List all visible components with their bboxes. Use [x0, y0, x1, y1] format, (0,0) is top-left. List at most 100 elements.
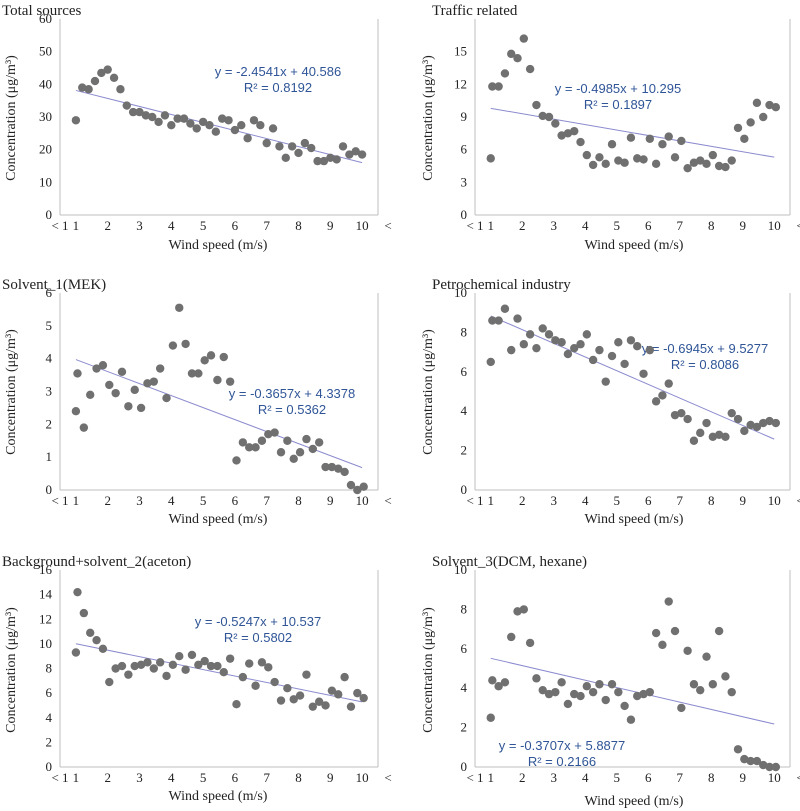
data-point	[232, 700, 241, 709]
data-point	[500, 678, 510, 687]
data-point	[557, 338, 566, 347]
data-point	[759, 760, 768, 770]
data-point	[538, 111, 547, 121]
x-tick-label: 4	[168, 493, 175, 508]
x-tick-label: 7	[677, 770, 684, 785]
x-tick-label: 8	[295, 218, 302, 233]
data-point	[117, 367, 127, 376]
data-point	[759, 112, 768, 122]
data-point	[708, 680, 718, 689]
panel-solvent-1-mek: Solvent_1(MEK) Wind speed (m/s) Concentr…	[2, 277, 392, 527]
data-point	[270, 677, 279, 687]
trendline-equation: y = -0.4985x + 10.295	[555, 81, 681, 96]
y-tick-label: 50	[39, 44, 52, 59]
data-point	[194, 369, 203, 378]
data-point	[98, 361, 108, 370]
x-tick-label: 7	[263, 218, 270, 233]
trendline	[75, 643, 363, 703]
data-point	[194, 660, 203, 670]
y-tick-label: 9	[461, 109, 468, 124]
data-point	[187, 369, 197, 378]
x-tick-label: 5	[200, 770, 207, 785]
data-point	[149, 377, 159, 386]
plot-frame	[474, 19, 791, 216]
data-point	[525, 64, 535, 74]
data-point	[727, 687, 736, 697]
data-point	[130, 385, 139, 395]
data-point	[513, 314, 522, 323]
x-tick-label: 3	[136, 770, 143, 785]
x-axis-label: Wind speed (m/s)	[169, 512, 268, 527]
data-point	[213, 375, 222, 385]
data-point	[162, 671, 171, 681]
data-point	[117, 661, 127, 671]
y-tick-label: 2	[461, 443, 468, 458]
data-point	[327, 686, 337, 695]
data-point	[670, 410, 680, 420]
data-point	[488, 316, 497, 325]
data-point	[576, 137, 585, 147]
x-tick-label: < 1	[51, 218, 68, 233]
data-point	[268, 124, 278, 133]
data-point	[124, 670, 133, 679]
trendline	[75, 89, 363, 164]
data-point	[746, 756, 755, 766]
data-point	[588, 160, 598, 170]
data-point	[570, 343, 579, 353]
x-tick-label: 9	[327, 493, 334, 508]
data-point	[733, 745, 743, 754]
data-point	[733, 123, 743, 133]
data-point	[746, 420, 755, 430]
data-point	[289, 454, 298, 464]
data-point	[251, 443, 260, 452]
x-tick-label: 8	[295, 770, 302, 785]
data-point	[677, 136, 686, 146]
x-tick-label: 6	[645, 493, 652, 508]
data-point	[338, 142, 348, 151]
y-tick-label: 2	[46, 734, 53, 749]
x-tick-label: 9	[327, 770, 334, 785]
data-point	[532, 343, 541, 353]
y-tick-label: 4	[461, 403, 468, 418]
data-point	[727, 156, 736, 165]
x-tick-label: <	[384, 770, 391, 785]
y-tick-label: 16	[39, 562, 53, 577]
data-point	[765, 762, 774, 772]
y-axis-label: Concentration (μg/m³)	[421, 329, 436, 455]
data-point	[154, 117, 163, 127]
y-tick-label: 40	[39, 76, 52, 91]
data-point	[513, 54, 522, 63]
data-point	[251, 681, 260, 690]
data-point	[702, 652, 711, 661]
data-point	[626, 336, 636, 345]
data-point	[544, 112, 554, 122]
x-tick-label: 1	[73, 770, 80, 785]
data-point	[645, 345, 655, 355]
y-axis-label: Concentration (μg/m³)	[4, 607, 19, 733]
data-point	[714, 161, 724, 171]
data-point	[314, 697, 324, 706]
trendline	[490, 657, 775, 725]
y-tick-label: 3	[46, 384, 53, 399]
data-point	[670, 626, 680, 636]
x-tick-label: 5	[614, 218, 621, 233]
data-point	[283, 684, 292, 693]
data-point	[563, 699, 573, 709]
y-tick-label: 2	[46, 416, 53, 431]
data-point	[302, 670, 311, 679]
data-point	[217, 114, 227, 123]
x-tick-label: <	[796, 218, 800, 233]
x-tick-label: 9	[740, 218, 747, 233]
data-point	[494, 82, 503, 91]
data-point	[289, 695, 298, 704]
data-point	[683, 163, 692, 173]
data-point	[294, 148, 303, 158]
y-tick-label: 0	[46, 482, 53, 497]
y-tick-label: 1	[46, 449, 53, 464]
data-point	[582, 682, 592, 691]
data-point	[721, 162, 730, 172]
y-tick-label: 4	[46, 351, 53, 366]
y-tick-label: 10	[39, 174, 52, 189]
data-point	[205, 120, 214, 130]
